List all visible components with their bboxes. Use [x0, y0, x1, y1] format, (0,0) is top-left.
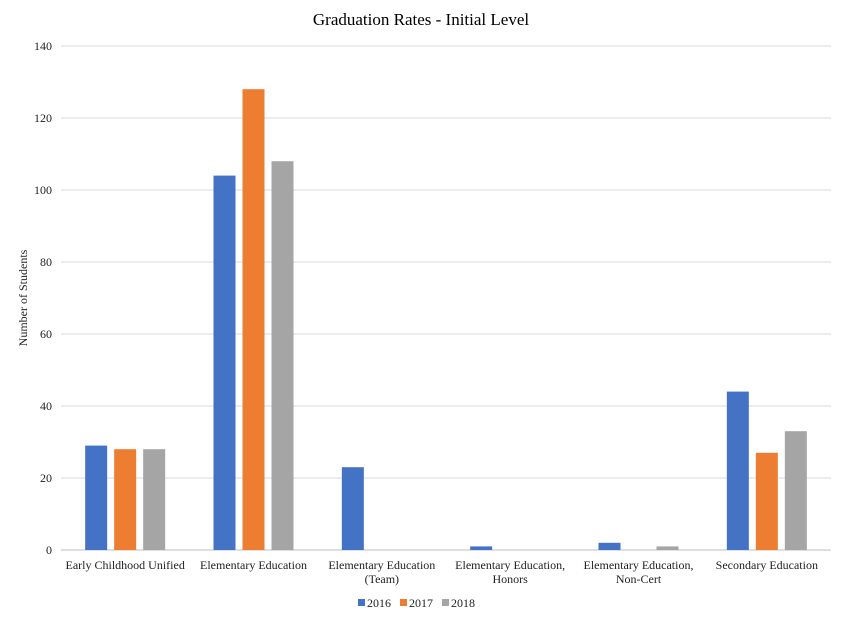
x-category-label: Honors: [492, 572, 528, 586]
legend: 2016 2017 2018: [358, 596, 475, 610]
y-axis-ticks: 0 20 40 60 80 100 120 140: [34, 39, 52, 557]
bar-2018-4: [656, 546, 679, 550]
x-category-label: Elementary Education,: [584, 558, 694, 572]
y-tick-label: 100: [34, 183, 52, 197]
x-category-label: Secondary Education: [716, 558, 818, 572]
legend-label: 2018: [451, 596, 475, 610]
legend-swatch-2018: [442, 599, 449, 606]
y-tick-label: 60: [40, 327, 52, 341]
y-axis-label: Number of Students: [16, 249, 30, 346]
y-tick-label: 0: [46, 543, 52, 557]
bar-2018-5: [784, 431, 807, 550]
x-category-label: Elementary Education: [200, 558, 307, 572]
bar-2017-0: [114, 449, 137, 550]
bar-2016-3: [470, 546, 493, 550]
x-axis-categories: Early Childhood Unified Elementary Educat…: [66, 558, 818, 586]
bar-2016-4: [598, 542, 621, 550]
bar-2016-5: [726, 391, 749, 550]
bar-2016-0: [85, 445, 108, 550]
bar-2018-0: [143, 449, 166, 550]
legend-swatch-2017: [400, 599, 407, 606]
legend-swatch-2016: [358, 599, 365, 606]
x-category-label: (Team): [365, 572, 399, 586]
bar-2017-1: [242, 89, 265, 550]
y-tick-label: 140: [34, 39, 52, 53]
bar-2016-1: [213, 175, 236, 550]
legend-label: 2017: [409, 596, 433, 610]
bars: [85, 89, 807, 550]
x-category-label: Elementary Education,: [455, 558, 565, 572]
y-tick-label: 80: [40, 255, 52, 269]
x-category-label: Elementary Education: [328, 558, 435, 572]
y-tick-label: 40: [40, 399, 52, 413]
y-tick-label: 20: [40, 471, 52, 485]
x-category-label: Early Childhood Unified: [66, 558, 185, 572]
gridlines: [61, 45, 831, 551]
bar-2017-5: [755, 452, 778, 550]
bar-2018-1: [271, 161, 294, 550]
bar-2016-2: [341, 467, 364, 550]
x-category-label: Non-Cert: [616, 572, 662, 586]
y-tick-label: 120: [34, 111, 52, 125]
chart-title: Graduation Rates - Initial Level: [313, 10, 529, 29]
legend-label: 2016: [367, 596, 391, 610]
